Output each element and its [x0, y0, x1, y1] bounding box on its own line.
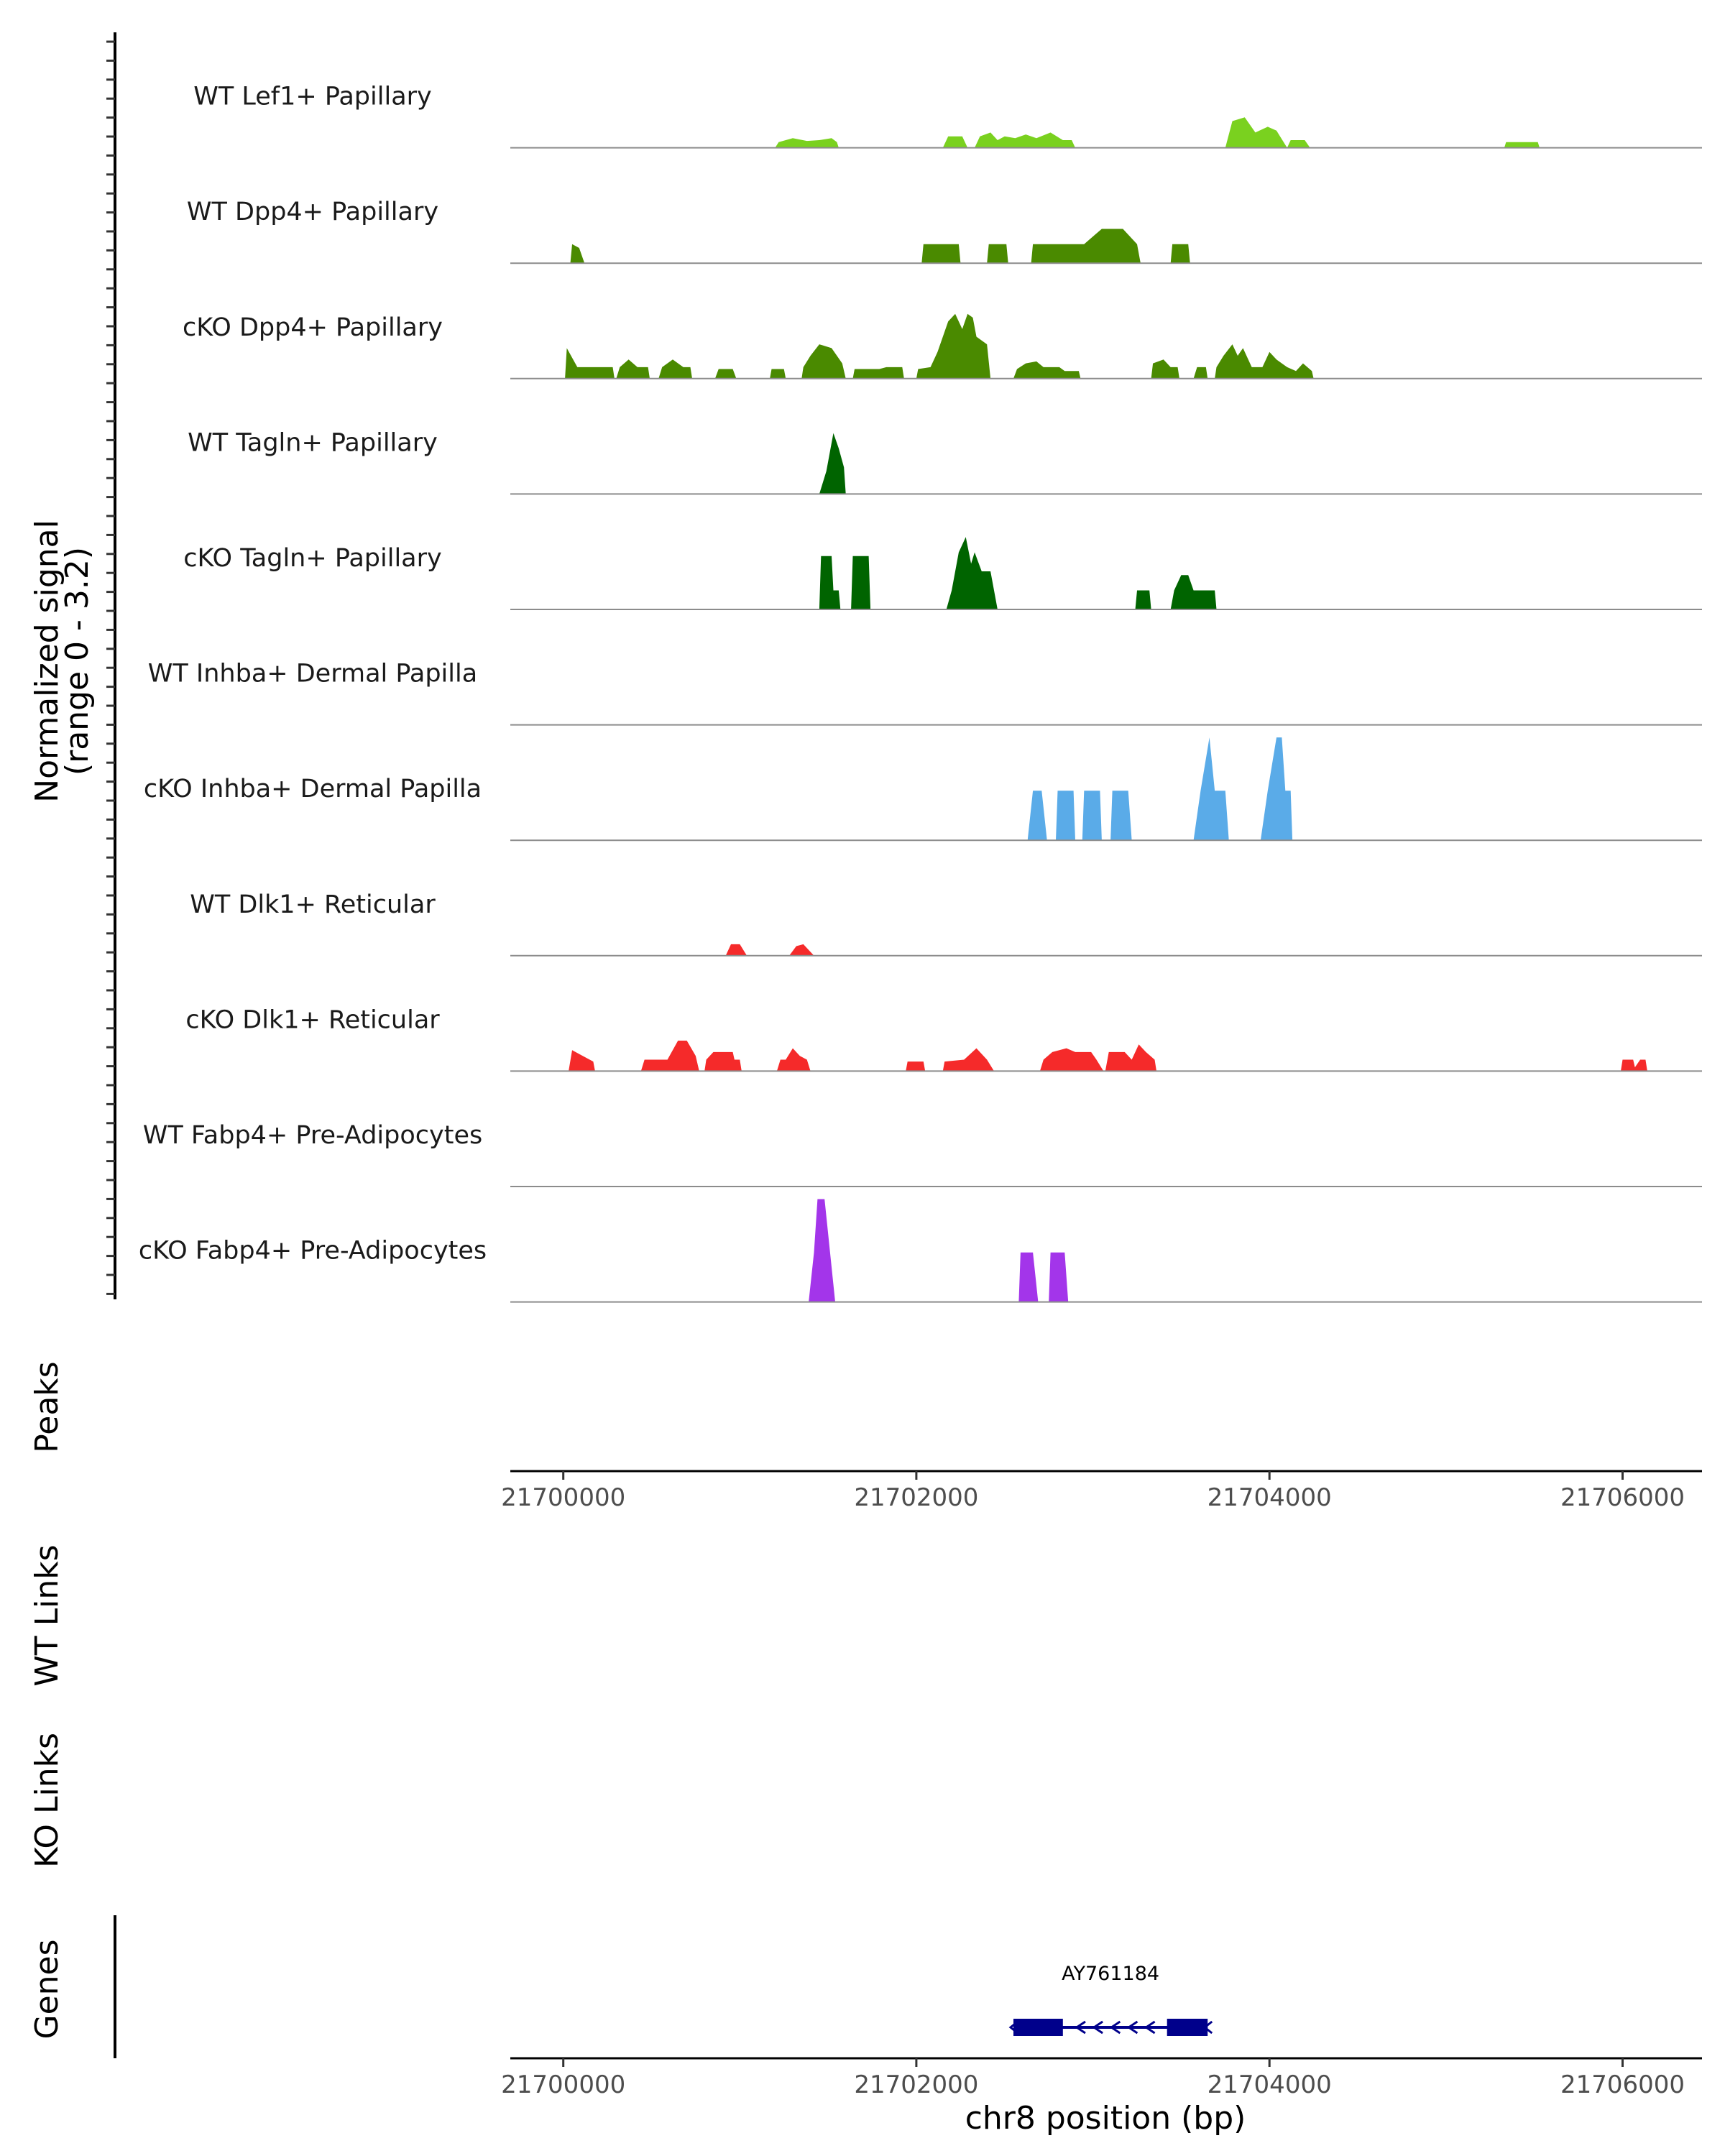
x-tick-label: 21702000	[854, 1483, 978, 1512]
track-label: cKO Tagln+ Papillary	[183, 544, 442, 573]
track-signal-area	[819, 433, 846, 494]
gene-name-label: AY761184	[1062, 1963, 1159, 1985]
track-label: WT Dlk1+ Reticular	[190, 890, 436, 919]
track-1: WT Dpp4+ Papillary	[187, 198, 1702, 264]
gene-model	[1008, 2019, 1213, 2036]
strand-arrow	[1008, 2020, 1018, 2035]
track-7: WT Dlk1+ Reticular	[190, 890, 1702, 957]
strand-arrow	[1144, 2020, 1156, 2035]
x-tick-label: 21704000	[1208, 1483, 1332, 1512]
track-5: WT Inhba+ Dermal Papilla	[148, 660, 1702, 726]
track-label: WT Tagln+ Papillary	[188, 428, 438, 457]
x-tick-label: 21700000	[501, 1483, 625, 1512]
track-label: WT Fabp4+ Pre-Adipocytes	[143, 1121, 482, 1150]
track-label: cKO Fabp4+ Pre-Adipocytes	[139, 1237, 487, 1266]
track-9: WT Fabp4+ Pre-Adipocytes	[143, 1121, 1702, 1187]
gene-exon	[1167, 2019, 1208, 2036]
track-signal-area	[775, 117, 1540, 148]
track-6: cKO Inhba+ Dermal Papilla	[144, 737, 1702, 842]
y-axis	[106, 32, 116, 1299]
track-4: cKO Tagln+ Papillary	[183, 537, 1702, 610]
track-signal-area	[809, 1199, 1069, 1302]
track-label: WT Lef1+ Papillary	[193, 83, 432, 111]
strand-arrow	[1092, 2020, 1103, 2035]
strand-arrow	[1075, 2020, 1086, 2035]
strand-arrow	[1202, 2020, 1213, 2035]
track-signal-area	[570, 229, 1190, 264]
y-axis-subtitle: (range 0 - 3.2)	[59, 547, 96, 775]
wt-links-panel-title: WT Links	[29, 1544, 65, 1686]
track-signal-area	[565, 313, 1314, 379]
x-tick-label: 21702000	[854, 2070, 978, 2099]
track-signal-area	[1027, 737, 1293, 841]
peaks-panel-title: Peaks	[29, 1361, 65, 1452]
x-axis-top: 21700000 21702000 21704000 21706000	[501, 1471, 1685, 1512]
ko-links-panel-title: KO Links	[29, 1733, 65, 1868]
track-label: cKO Dpp4+ Papillary	[183, 313, 443, 342]
track-label: cKO Dlk1+ Reticular	[185, 1005, 440, 1034]
track-2: cKO Dpp4+ Papillary	[183, 313, 1702, 379]
x-tick-label: 21700000	[501, 2070, 625, 2099]
track-label: WT Dpp4+ Papillary	[187, 198, 438, 226]
track-0: WT Lef1+ Papillary	[193, 83, 1702, 149]
x-tick-label: 21704000	[1208, 2070, 1332, 2099]
track-10: cKO Fabp4+ Pre-Adipocytes	[139, 1199, 1702, 1303]
track-signal-area	[725, 944, 814, 956]
x-tick-label: 21706000	[1560, 2070, 1685, 2099]
track-signal-area	[569, 1041, 1647, 1072]
x-axis-title: chr8 position (bp)	[965, 2100, 1246, 2137]
strand-arrow	[1109, 2020, 1121, 2035]
track-8: cKO Dlk1+ Reticular	[185, 1005, 1702, 1072]
gene-exon	[1013, 2019, 1063, 2036]
track-label: WT Inhba+ Dermal Papilla	[148, 660, 477, 688]
track-signal-area	[819, 537, 1217, 609]
track-3: WT Tagln+ Papillary	[188, 428, 1702, 495]
genes-panel-title: Genes	[29, 1939, 65, 2039]
coverage-tracks: WT Lef1+ Papillary WT Dpp4+ Papillary cKO …	[139, 83, 1702, 1303]
strand-arrow	[1126, 2020, 1138, 2035]
x-axis-bottom: 21700000 21702000 21704000 21706000	[501, 2058, 1685, 2099]
x-tick-label: 21706000	[1560, 1483, 1685, 1512]
y-axis-title: Normalized signal	[29, 520, 65, 803]
track-label: cKO Inhba+ Dermal Papilla	[144, 775, 482, 803]
